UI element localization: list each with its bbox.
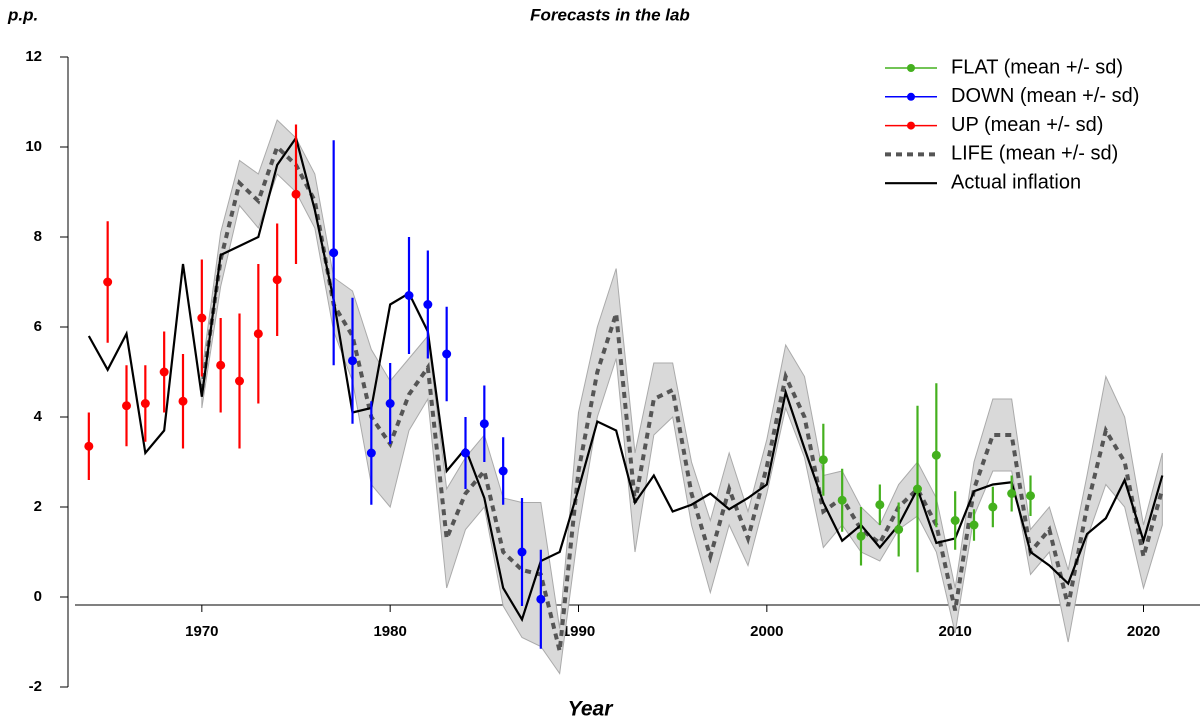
point [950,516,960,525]
x-tick-label: 2020 [1127,623,1160,640]
y-tick-label: 6 [34,318,42,335]
point [461,448,470,458]
point [272,275,282,285]
y-tick-label: -2 [29,678,42,695]
point [479,419,489,429]
legend-label: UP (mean +/- sd) [951,114,1103,136]
x-tick-label: 1990 [562,623,595,640]
point [122,401,131,411]
legend-swatch [907,64,915,72]
point [348,356,357,366]
point [103,277,113,287]
legend-label: Actual inflation [951,171,1081,193]
point [894,525,904,534]
legend-swatch [907,121,915,130]
point [366,448,376,458]
point [442,349,452,359]
y-tick-label: 10 [25,138,42,155]
point [178,396,188,406]
point [329,248,339,258]
point [235,376,244,386]
point [253,329,263,339]
y-tick-label: 12 [25,48,42,65]
point [404,291,414,300]
point [159,367,169,377]
x-axis-label: Year [568,698,615,721]
point [385,399,395,408]
chart-title: Forecasts in the lab [530,5,690,24]
point [197,313,207,323]
point [536,594,546,604]
point [1007,489,1017,498]
legend-label: FLAT (mean +/- sd) [951,56,1123,78]
point [913,484,922,494]
point [969,520,979,530]
point [423,300,433,309]
x-tick-label: 1970 [185,623,218,640]
y-tick-label: 8 [34,228,42,245]
point [837,495,847,505]
point [818,455,828,465]
point [856,531,866,541]
point [140,399,150,408]
y-tick-label: 0 [34,588,42,605]
sd-band [201,119,1163,675]
point [1026,491,1035,501]
series-line [87,135,1164,623]
point [498,466,508,476]
y-axis-label: p.p. [7,5,38,24]
point [517,547,527,557]
point [84,441,94,451]
legend-label: LIFE (mean +/- sd) [951,143,1118,165]
point [291,189,301,199]
point [216,360,226,370]
x-tick-label: 1980 [373,623,406,640]
y-tick-label: 2 [34,498,42,515]
point [875,500,885,510]
point [988,502,998,512]
mean-line [199,143,1165,652]
x-tick-label: 2000 [750,623,783,640]
y-tick-label: 4 [34,408,43,425]
point [931,450,941,460]
legend-swatch [907,92,915,101]
legend-label: DOWN (mean +/- sd) [951,85,1139,107]
